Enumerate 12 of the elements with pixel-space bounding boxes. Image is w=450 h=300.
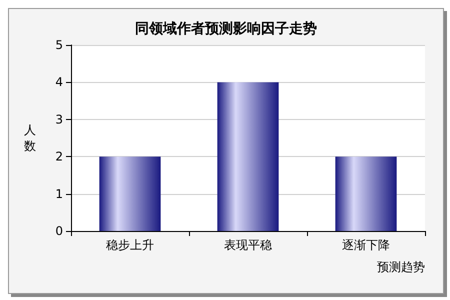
y-axis-title: 人数 xyxy=(24,123,36,153)
y-tick-label: 4 xyxy=(55,75,63,90)
y-tick-label: 2 xyxy=(55,150,63,164)
x-axis-title: 预测趋势 xyxy=(377,260,425,274)
y-tick-label: 5 xyxy=(55,38,63,52)
y-tick-label: 0 xyxy=(55,224,63,238)
x-tick-label: 逐渐下降 xyxy=(342,238,390,252)
y-tick-label: 1 xyxy=(55,186,63,201)
y-tick-label: 3 xyxy=(55,112,63,126)
x-tick-label: 稳步上升 xyxy=(106,238,154,252)
x-tick-label: 表现平稳 xyxy=(224,238,272,252)
chart-title: 同领域作者预测影响因子走势 xyxy=(135,21,317,37)
